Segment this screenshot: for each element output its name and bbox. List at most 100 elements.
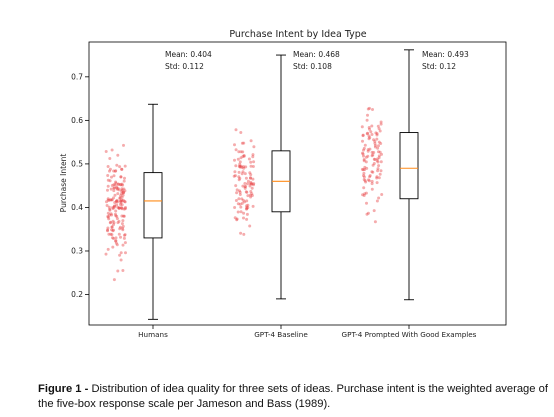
jitter-point (252, 160, 256, 164)
chart-title: Purchase Intent by Idea Type (229, 29, 366, 40)
std-annotation: Std: 0.108 (293, 62, 332, 71)
jitter-point (122, 207, 126, 211)
jitter-point (377, 156, 381, 160)
jitter-point (377, 150, 380, 154)
jitter-point (366, 154, 370, 158)
jitter-point (120, 214, 124, 218)
jitter-point (106, 184, 110, 188)
jitter-point (120, 189, 124, 193)
jitter-point (115, 198, 119, 202)
jitter-point (111, 219, 115, 223)
jitter-point (110, 233, 114, 237)
jitter-point (370, 150, 374, 154)
jitter-point (108, 179, 112, 183)
jitter-point (241, 150, 245, 154)
jitter-point (361, 168, 365, 172)
jitter-point (245, 212, 249, 216)
jitter-point (377, 176, 381, 180)
jitter-point (245, 199, 249, 203)
jitter-point (116, 187, 120, 190)
jitter-point (110, 184, 114, 187)
jitter-point (236, 210, 240, 214)
jitter-point (239, 131, 243, 134)
jitter-point (114, 199, 118, 203)
jitter-point (121, 228, 125, 232)
jitter-point (117, 188, 121, 192)
jitter-point (250, 182, 253, 186)
jitter-point (110, 225, 114, 229)
x-tick-label: GPT-4 Baseline (254, 330, 308, 339)
jitter-point (371, 108, 374, 111)
jitter-point (121, 198, 125, 202)
jitter-point (112, 228, 115, 232)
jitter-point (112, 186, 116, 190)
jitter-point (242, 216, 245, 220)
jitter-point (116, 192, 120, 196)
jitter-point (365, 132, 369, 136)
jitter-point (118, 227, 122, 231)
jitter-point (246, 182, 249, 186)
jitter-point (111, 236, 114, 240)
jitter-point (242, 141, 246, 145)
jitter-point (236, 202, 240, 206)
jitter-point (234, 199, 238, 202)
jitter-point (120, 167, 124, 171)
jitter-point (112, 189, 116, 193)
jitter-point (239, 231, 243, 235)
jitter-point (108, 167, 112, 171)
jitter-point (108, 207, 112, 211)
jitter-point (116, 182, 120, 186)
jitter-point (240, 201, 244, 205)
jitter-point (367, 137, 371, 141)
jitter-point (237, 164, 241, 168)
jitter-point (121, 243, 125, 247)
jitter-point (243, 182, 247, 185)
jitter-point (233, 143, 236, 147)
jitter-point (237, 178, 241, 182)
jitter-point (240, 172, 244, 176)
jitter-point (238, 190, 242, 194)
jitter-point (365, 118, 369, 122)
jitter-point (121, 191, 125, 195)
jitter-point (110, 225, 114, 229)
jitter-point (237, 150, 241, 154)
jitter-point (375, 133, 379, 137)
jitter-point (109, 212, 113, 216)
jitter-point (123, 207, 127, 211)
jitter-point (112, 186, 116, 190)
jitter-point (119, 175, 123, 179)
jitter-point (370, 170, 374, 174)
jitter-point (379, 160, 383, 164)
jitter-point (368, 106, 371, 110)
jitter-point (366, 211, 370, 215)
jitter-point (123, 200, 127, 203)
jitter-point (115, 186, 118, 190)
jitter-point (122, 143, 125, 147)
jitter-point (362, 154, 365, 158)
jitter-point (361, 133, 365, 137)
jitter-point (361, 134, 365, 138)
jitter-point (106, 247, 110, 251)
jitter-point (120, 195, 124, 199)
jitter-point (119, 206, 123, 210)
jitter-point (118, 253, 122, 257)
iqr-box (143, 172, 163, 239)
jitter-point (109, 198, 113, 202)
jitter-point (239, 205, 243, 209)
jitter-point (250, 192, 254, 196)
jitter-point (106, 215, 110, 219)
jitter-point (370, 154, 374, 158)
jitter-point (124, 251, 127, 255)
jitter-point (120, 187, 124, 191)
jitter-point (364, 155, 368, 159)
jitter-point (364, 180, 368, 184)
jitter-point (379, 122, 383, 126)
jitter-point (240, 165, 244, 169)
jitter-point (367, 134, 371, 138)
jitter-point (122, 191, 126, 195)
jitter-point (233, 216, 237, 220)
jitter-point (362, 171, 366, 175)
jitter-point (122, 190, 125, 194)
jitter-point (235, 218, 239, 222)
jitter-point (243, 200, 247, 204)
